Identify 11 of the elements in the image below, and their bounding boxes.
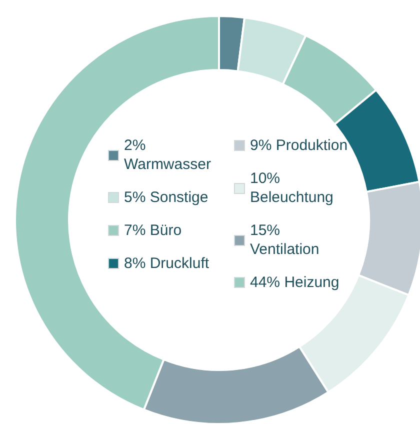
legend-label: Beleuchtung: [250, 189, 334, 206]
data-label: 10%: [250, 170, 280, 187]
legend-label: Ventilation: [250, 241, 320, 258]
data-label: 2%: [124, 137, 146, 154]
legend-label: 44% Heizung: [250, 273, 340, 292]
legend-label: 9% Produktion: [250, 136, 348, 155]
legend-label: Warmwasser: [124, 156, 211, 173]
data-label: 15%: [250, 222, 280, 239]
legend-label: 8% Druckluft: [124, 254, 210, 273]
legend-label: 7% Büro: [124, 221, 182, 240]
legend-label: 5% Sonstige: [124, 188, 208, 207]
